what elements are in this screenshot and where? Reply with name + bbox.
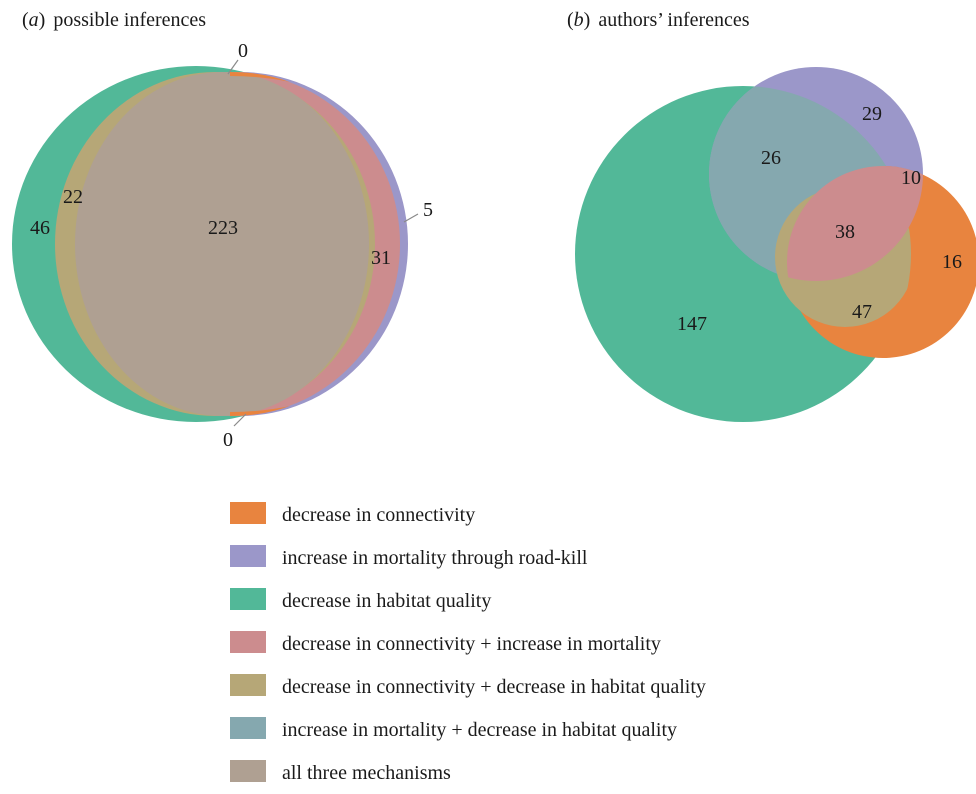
panel-a-title-text: possible inferences — [53, 9, 206, 31]
panel-a-leader-bottom — [233, 413, 247, 427]
legend-item-all-three: all three mechanisms — [230, 760, 451, 784]
panel-b-letter: b — [574, 9, 584, 31]
legend-label-connectivity: decrease in connectivity — [282, 504, 475, 526]
panel-b-label-connectivity-only: 16 — [942, 251, 962, 273]
legend-label-connectivity-mortality: decrease in connectivity + increase in m… — [282, 633, 661, 655]
legend-swatch-connectivity-mortality — [230, 631, 266, 653]
panel-a-letter: a — [29, 9, 39, 31]
legend-swatch-all-three — [230, 760, 266, 782]
legend-item-connectivity: decrease in connectivity — [230, 502, 475, 526]
legend-swatch-mortality — [230, 545, 266, 567]
legend-item-mortality: increase in mortality through road-kill — [230, 545, 588, 569]
panel-b: (b) authors’ inferences 147 26 29 10 38 1… — [567, 9, 976, 422]
legend-label-mortality-habitat: increase in mortality + decrease in habi… — [282, 719, 677, 741]
panel-a-label-habitat-only: 46 — [30, 217, 50, 239]
legend-swatch-connectivity — [230, 502, 266, 524]
panel-a-leader-right — [403, 213, 419, 223]
legend-label-all-three: all three mechanisms — [282, 762, 451, 784]
panel-b-label-all-three: 38 — [835, 221, 855, 243]
panel-a-connectivity-sliver-top — [230, 72, 290, 82]
legend-item-connectivity-habitat: decrease in connectivity + decrease in h… — [230, 674, 706, 698]
panel-b-title-text: authors’ inferences — [598, 9, 749, 31]
legend: decrease in connectivity increase in mor… — [230, 502, 706, 784]
panel-a-leader-top — [227, 59, 239, 75]
panel-b-label-connectivity-habitat: 47 — [852, 301, 872, 323]
panel-b-label-habitat-only: 147 — [677, 313, 707, 335]
legend-label-habitat: decrease in habitat quality — [282, 590, 491, 612]
panel-b-title: (b) authors’ inferences — [567, 9, 750, 31]
legend-item-connectivity-mortality: decrease in connectivity + increase in m… — [230, 631, 661, 655]
legend-swatch-connectivity-habitat — [230, 674, 266, 696]
panel-a: (a) possible inferences 46 22 223 31 5 0 … — [12, 9, 433, 451]
panel-a-connectivity-sliver-bottom — [230, 406, 290, 416]
panel-b-label-mortality-habitat: 26 — [761, 147, 781, 169]
panel-a-all-three-region — [75, 72, 369, 416]
legend-swatch-mortality-habitat — [230, 717, 266, 739]
legend-swatch-habitat — [230, 588, 266, 610]
legend-item-mortality-habitat: increase in mortality + decrease in habi… — [230, 717, 677, 741]
panel-a-label-mortality-only: 5 — [423, 199, 433, 221]
panel-a-title: (a) possible inferences — [22, 9, 206, 31]
panel-a-label-connectivity-bottom: 0 — [223, 429, 233, 451]
panel-a-label-connectivity-top: 0 — [238, 40, 248, 62]
legend-label-connectivity-habitat: decrease in connectivity + decrease in h… — [282, 676, 706, 698]
panel-b-label-mortality-only: 29 — [862, 103, 882, 125]
panel-a-label-connectivity-mortality: 31 — [371, 247, 391, 269]
panel-b-label-connectivity-mortality: 10 — [901, 167, 921, 189]
panel-a-label-connectivity-habitat: 22 — [63, 186, 83, 208]
panel-a-label-all-three: 223 — [208, 217, 238, 239]
legend-item-habitat: decrease in habitat quality — [230, 588, 491, 612]
legend-label-mortality: increase in mortality through road-kill — [282, 547, 588, 569]
